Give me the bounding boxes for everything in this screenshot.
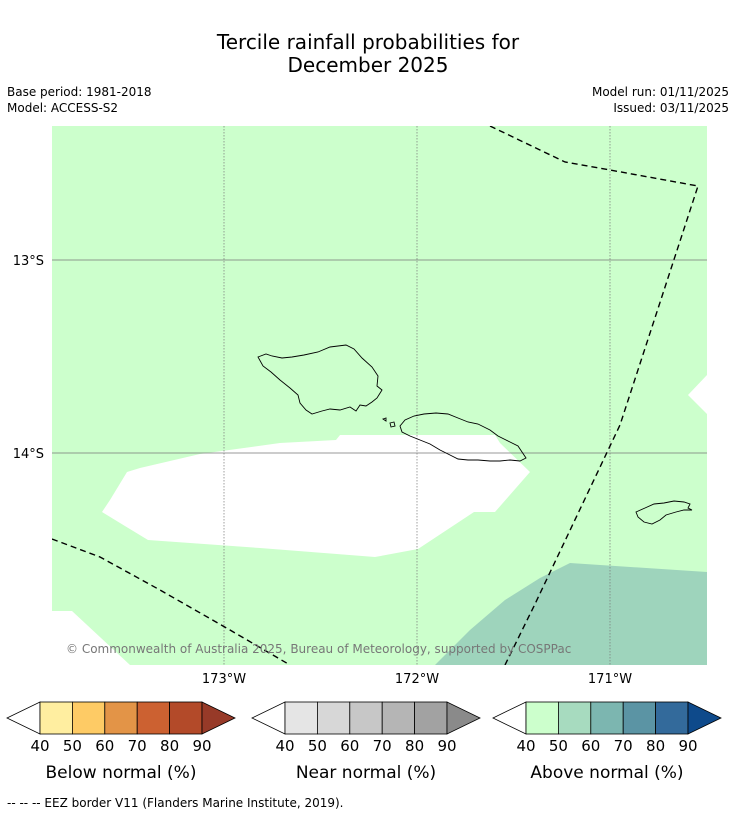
title-line-2: December 2025 (287, 53, 449, 77)
colorbar-swatch (558, 701, 592, 735)
colorbar-swatch (72, 701, 106, 735)
colorbar-tick-label: 50 (308, 737, 327, 755)
base-period-text: Base period: 1981-2018 (7, 85, 152, 99)
colorbar-tick-label: 90 (437, 737, 456, 755)
colorbar-tick-label: 70 (373, 737, 392, 755)
colorbar-extend-low (251, 701, 286, 735)
no-signal-region-southwest (52, 611, 130, 665)
colorbar-tick-label: 80 (405, 737, 424, 755)
colorbar-swatch (284, 701, 318, 735)
model-text: Model: ACCESS-S2 (7, 101, 119, 115)
chart-title: Tercile rainfall probabilities for Decem… (0, 31, 736, 77)
eez-border-east (489, 126, 699, 665)
colorbar-swatch (590, 701, 624, 735)
colorbar-tick-label: 90 (192, 737, 211, 755)
colorbar-extend-high (446, 701, 481, 735)
eez-border (52, 126, 699, 665)
colorbar-tick-label: 60 (581, 737, 600, 755)
colorbar-tick-label: 40 (275, 737, 294, 755)
colorbar-swatch (622, 701, 657, 735)
colorbar-tick-label: 40 (516, 737, 535, 755)
lat-label-13s: 13°S (13, 254, 44, 269)
colorbar-tick-label: 80 (646, 737, 665, 755)
colorbar-tick-label: 50 (549, 737, 568, 755)
colorbar-swatch (414, 701, 448, 735)
lat-label-14s: 14°S (13, 447, 44, 462)
colorbar-extend-low (492, 701, 527, 735)
lon-label-173w: 173°W (202, 672, 246, 687)
above-normal-50-60-region (435, 563, 707, 665)
colorbar-above-normal: 40 50 60 70 80 90 Above normal (%) (492, 701, 722, 783)
colorbar-tick-label: 60 (95, 737, 114, 755)
colorbar-below-normal: 40 50 60 70 80 90 Below normal (%) (6, 701, 236, 783)
colorbar-swatch (316, 701, 351, 735)
colorbar-extend-high (687, 701, 722, 735)
eez-border-southwest (52, 538, 291, 665)
tutuila-island (635, 500, 693, 525)
no-signal-region (102, 435, 530, 557)
title-line-1: Tercile rainfall probabilities for (216, 30, 520, 54)
colorbar-swatch (39, 701, 73, 735)
lon-label-171w: 171°W (588, 672, 632, 687)
colorbar-swatch (169, 701, 203, 735)
colorbar-tick-label: 40 (30, 737, 49, 755)
colorbar-tick-label: 80 (160, 737, 179, 755)
coastlines (257, 344, 693, 525)
model-run-text: Model run: 01/11/2025 (591, 85, 729, 99)
colorbar-swatch (655, 701, 689, 735)
apolima-island (389, 421, 396, 428)
colorbar-swatch (349, 701, 383, 735)
lon-label-172w: 172°W (395, 672, 439, 687)
colorbar-tick-label: 70 (614, 737, 633, 755)
map-area: © Commonwealth of Australia 2025, Bureau… (52, 126, 707, 665)
colorbar-extend-high (201, 701, 236, 735)
colorbar-tick-label: 50 (63, 737, 82, 755)
manono-island (381, 417, 387, 422)
gridlines (52, 126, 707, 665)
colorbar-swatch (525, 701, 559, 735)
colorbar-title-below-normal: Below normal (%) (46, 763, 197, 783)
colorbar-tick-label: 90 (678, 737, 697, 755)
upolu-island (399, 412, 527, 462)
savaii-island (257, 344, 383, 415)
no-signal-region-east (688, 375, 707, 414)
meta-right: Model run: 01/11/2025 Issued: 03/11/2025 (592, 84, 729, 116)
colorbar-swatch (104, 701, 138, 735)
colorbar-swatch (136, 701, 170, 735)
colorbar-tick-label: 70 (128, 737, 147, 755)
colorbar-title-above-normal: Above normal (%) (530, 763, 683, 783)
colorbar-title-near-normal: Near normal (%) (296, 763, 436, 783)
colorbar-extend-low (6, 701, 41, 735)
issued-text: Issued: 03/11/2025 (613, 101, 729, 115)
colorbar-tick-label: 60 (340, 737, 359, 755)
meta-left: Base period: 1981-2018 Model: ACCESS-S2 (7, 84, 152, 116)
copyright-text: © Commonwealth of Australia 2025, Bureau… (66, 642, 571, 656)
colorbar-swatch (381, 701, 416, 735)
eez-legend-footer: -- -- -- EEZ border V11 (Flanders Marine… (7, 796, 344, 810)
